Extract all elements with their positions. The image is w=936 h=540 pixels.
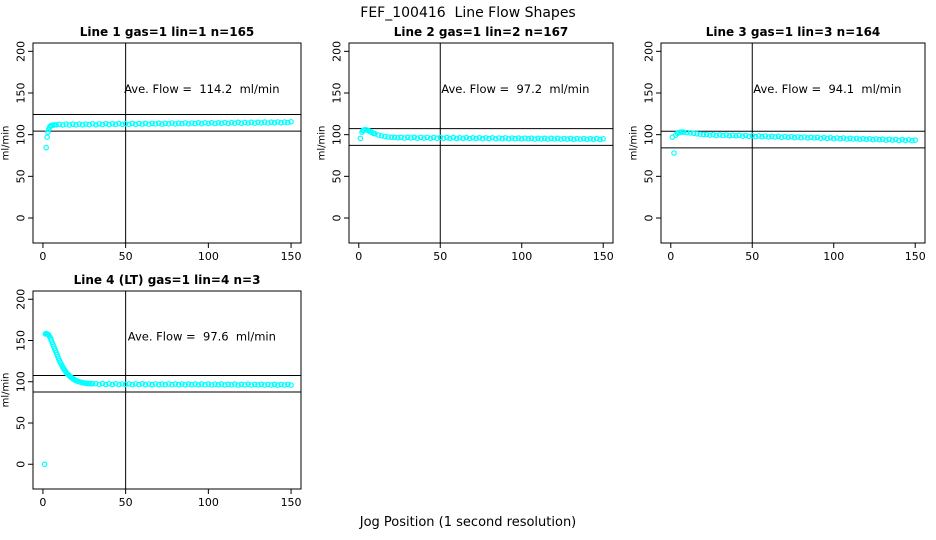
y-tick-label: 100 [331, 124, 344, 145]
data-points [43, 119, 294, 151]
panel-1-plot: 0 50 100 150 0 50 100 150 200 ml/min Ave. Flow = 1… [1, 41, 302, 263]
x-tick-label: 150 [281, 496, 302, 509]
x-tick-label: 100 [198, 496, 219, 509]
plot-box [348, 42, 614, 244]
y-tick-label: 0 [15, 215, 28, 222]
panel-3-title: Line 3 gas=1 lin=3 n=164 [705, 25, 881, 39]
figure-title: FEF_100416 Line Flow Shapes [360, 5, 576, 21]
y-tick-label: 50 [15, 416, 28, 430]
y-tick-label: 0 [15, 461, 28, 468]
y-tick-label: 150 [643, 83, 656, 104]
y-tick-label: 200 [331, 41, 344, 62]
x-tick-label: 0 [39, 496, 46, 509]
ave-flow-annotation: Ave. Flow = 97.6 ml/min [128, 330, 276, 344]
x-tick-label: 100 [198, 250, 219, 263]
x-tick-label: 50 [119, 496, 133, 509]
x-tick-label: 150 [593, 250, 614, 263]
y-tick-label: 0 [331, 215, 344, 222]
ave-flow-annotation: Ave. Flow = 94.1 ml/min [753, 82, 901, 96]
y-tick-label: 200 [15, 41, 28, 62]
panel-4-title: Line 4 (LT) gas=1 lin=4 n=3 [73, 273, 261, 287]
y-tick-label: 200 [15, 289, 28, 310]
ave-flow-annotation: Ave. Flow = 114.2 ml/min [124, 82, 279, 96]
x-axis-label: Jog Position (1 second resolution) [359, 515, 577, 530]
y-tick-label: 50 [331, 169, 344, 183]
x-tick-label: 100 [511, 250, 532, 263]
x-tick-label: 50 [119, 250, 133, 263]
x-tick-label: 150 [281, 250, 302, 263]
panel-2-title: Line 2 gas=1 lin=2 n=167 [393, 25, 569, 39]
data-points [357, 126, 607, 143]
panel-2-plot: 0 50 100 150 0 50 100 150 200 ml/min Ave. Flow = 9… [317, 41, 614, 263]
y-tick-label: 0 [643, 215, 656, 222]
data-points [41, 330, 294, 468]
y-axis-label: ml/min [1, 126, 12, 161]
y-axis-label: ml/min [317, 126, 328, 161]
x-tick-label: 0 [39, 250, 46, 263]
x-tick-label: 100 [823, 250, 844, 263]
ave-flow-annotation: Ave. Flow = 97.2 ml/min [441, 82, 589, 96]
y-tick-label: 50 [15, 169, 28, 183]
y-tick-label: 100 [15, 371, 28, 392]
plot-box [660, 42, 926, 244]
panel-3-plot: 0 50 100 150 0 50 100 150 200 ml/min Ave. Flow = 9… [629, 41, 926, 263]
plot-box [32, 42, 302, 244]
y-tick-label: 100 [643, 124, 656, 145]
panel-4-plot: 0 50 100 150 0 50 100 150 200 ml/min Ave. Flow = 9… [1, 289, 302, 509]
y-tick-label: 100 [15, 124, 28, 145]
panel-1-title: Line 1 gas=1 lin=1 n=165 [79, 25, 255, 39]
y-tick-label: 150 [15, 330, 28, 351]
y-tick-label: 50 [643, 169, 656, 183]
data-points [669, 129, 919, 156]
x-tick-label: 50 [433, 250, 447, 263]
y-axis-label: ml/min [629, 126, 640, 161]
x-tick-label: 0 [667, 250, 674, 263]
y-axis-label: ml/min [1, 373, 12, 408]
x-tick-label: 0 [355, 250, 362, 263]
y-tick-label: 200 [643, 41, 656, 62]
y-tick-label: 150 [331, 83, 344, 104]
y-tick-label: 150 [15, 83, 28, 104]
x-tick-label: 50 [745, 250, 759, 263]
x-tick-label: 150 [905, 250, 926, 263]
plot-box [32, 290, 302, 490]
